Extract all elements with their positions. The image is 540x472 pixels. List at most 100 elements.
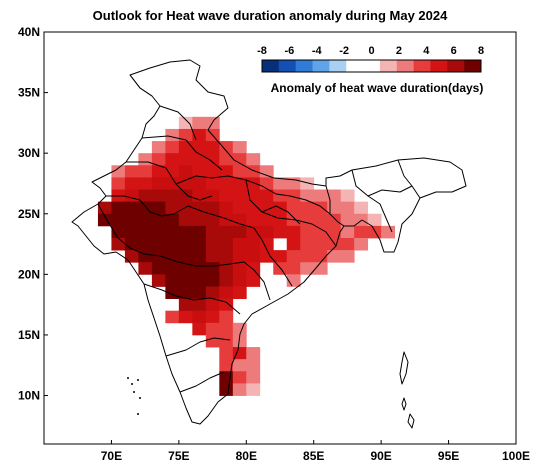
anomaly-cell: [192, 322, 207, 336]
anomaly-cell: [138, 177, 153, 190]
anomaly-cell: [286, 189, 301, 203]
anomaly-cell: [111, 225, 126, 239]
anomaly-cell: [246, 165, 261, 178]
anomaly-cell: [124, 201, 139, 215]
anomaly-cell: [327, 201, 342, 215]
anomaly-cell: [124, 189, 139, 203]
anomaly-cell: [178, 128, 193, 142]
anomaly-cell: [192, 177, 207, 190]
anomaly-cell: [192, 286, 207, 299]
anomaly-cell: [219, 225, 234, 239]
andaman-islands: [399, 351, 409, 385]
anomaly-cell: [111, 165, 126, 178]
anomaly-cell: [232, 213, 247, 227]
anomaly-cell: [246, 213, 261, 227]
anomaly-cell: [165, 153, 180, 166]
anomaly-cell: [165, 189, 180, 203]
colorbar-segment: [346, 60, 364, 72]
anomaly-cell: [300, 225, 315, 239]
anomaly-cell: [178, 298, 193, 312]
anomaly-cell: [151, 225, 166, 239]
anomaly-cell: [124, 250, 139, 263]
anomaly-cell: [300, 262, 315, 275]
anomaly-cell: [138, 165, 153, 178]
anomaly-cell: [313, 262, 328, 275]
colorbar-ticks: -8 -6 -4 -2 0 2 4 6 8: [257, 45, 484, 57]
anomaly-cell: [165, 225, 180, 239]
anomaly-cell: [219, 141, 234, 154]
lat-tick-label: 10N: [18, 389, 40, 403]
anomaly-cell: [151, 177, 166, 190]
anomaly-cell: [232, 359, 247, 372]
anomaly-cell: [192, 116, 207, 130]
anomaly-cell: [219, 250, 234, 263]
anomaly-cell: [151, 238, 166, 251]
anomaly-cell: [259, 189, 274, 203]
lon-tick-label: 90E: [370, 449, 391, 463]
anomaly-cell: [354, 201, 369, 215]
anomaly-cell: [205, 262, 220, 275]
anomaly-cell: [259, 225, 274, 239]
colorbar-segment: [430, 60, 448, 72]
anomaly-cell: [192, 153, 207, 166]
anomaly-cell: [232, 189, 247, 203]
anomaly-cell: [151, 262, 166, 275]
anomaly-cell: [259, 213, 274, 227]
anomaly-cell: [178, 153, 193, 166]
colorbar-segment: [312, 60, 330, 72]
anomaly-cell: [165, 201, 180, 215]
longitude-axis: 70E 75E 80E 85E 90E 95E 100E: [101, 440, 530, 463]
anomaly-cell: [313, 189, 328, 203]
anomaly-cell: [178, 310, 193, 324]
colorbar-tick-label: -4: [312, 45, 323, 57]
anomaly-cell: [219, 177, 234, 190]
anomaly-cell: [232, 334, 247, 348]
colorbar-tick-label: -2: [339, 45, 349, 57]
anomaly-cell: [205, 225, 220, 239]
anomaly-cell: [232, 383, 247, 396]
anomaly-cell: [178, 116, 193, 130]
colorbar-segment: [379, 60, 398, 72]
anomaly-cell: [111, 213, 126, 227]
anomaly-cell: [327, 225, 342, 239]
anomaly-cell: [205, 334, 220, 348]
anomaly-cell: [232, 201, 247, 215]
anomaly-cell: [219, 298, 234, 312]
anomaly-cell: [178, 213, 193, 227]
anomaly-cell: [178, 177, 193, 190]
colorbar-segment: [396, 60, 414, 72]
anomaly-cell: [138, 225, 153, 239]
anomaly-cell: [273, 250, 288, 263]
anomaly-cell: [354, 238, 369, 251]
colorbar-segment: [413, 60, 431, 72]
anomaly-cell: [219, 189, 234, 203]
anomaly-cell: [313, 250, 328, 263]
lakshadweep-islands: [127, 377, 141, 415]
anomaly-cell: [192, 213, 207, 227]
anomaly-cell: [205, 274, 220, 287]
anomaly-cell: [246, 177, 261, 190]
anomaly-cell: [205, 250, 220, 263]
anomaly-cell: [219, 359, 234, 372]
anomaly-cell: [246, 274, 261, 287]
anomaly-cell: [192, 165, 207, 178]
anomaly-cell: [300, 201, 315, 215]
anomaly-cell: [178, 165, 193, 178]
latitude-axis: 40N 35N 30N 25N 20N 15N 10N: [18, 25, 48, 403]
anomaly-cell: [246, 347, 261, 360]
anomaly-cell: [381, 225, 396, 239]
anomaly-cell: [151, 165, 166, 178]
anomaly-cell: [205, 116, 220, 130]
anomaly-cell: [232, 347, 247, 360]
colorbar-tick-label: 2: [396, 45, 402, 57]
anomaly-cell: [273, 225, 288, 239]
lat-tick-label: 15N: [18, 328, 40, 342]
colorbar-tick-label: 4: [423, 45, 430, 57]
plot-frame: [43, 31, 517, 445]
anomaly-cell: [232, 371, 247, 384]
anomaly-cell: [178, 225, 193, 239]
colorbar: [261, 59, 482, 73]
anomaly-cell: [286, 262, 301, 275]
anomaly-cell: [205, 177, 220, 190]
lon-tick-label: 95E: [438, 449, 459, 463]
